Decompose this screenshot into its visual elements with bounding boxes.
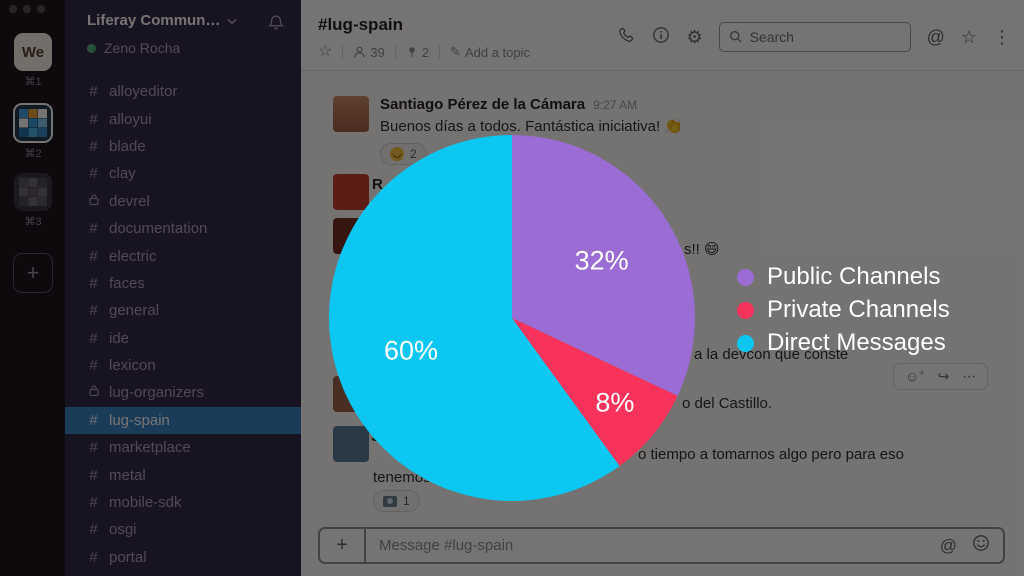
legend-dot-icon xyxy=(737,268,754,286)
chart-legend: Public Channels Private Channels Direct Me… xyxy=(737,263,950,356)
legend-dot-icon xyxy=(737,301,754,319)
legend-label: Public Channels xyxy=(767,263,941,290)
legend-label: Direct Messages xyxy=(767,329,946,356)
legend-item: Direct Messages xyxy=(737,329,950,356)
legend-item: Public Channels xyxy=(737,263,950,290)
legend-item: Private Channels xyxy=(737,296,950,323)
legend-label: Private Channels xyxy=(767,296,950,323)
legend-dot-icon xyxy=(737,334,754,352)
